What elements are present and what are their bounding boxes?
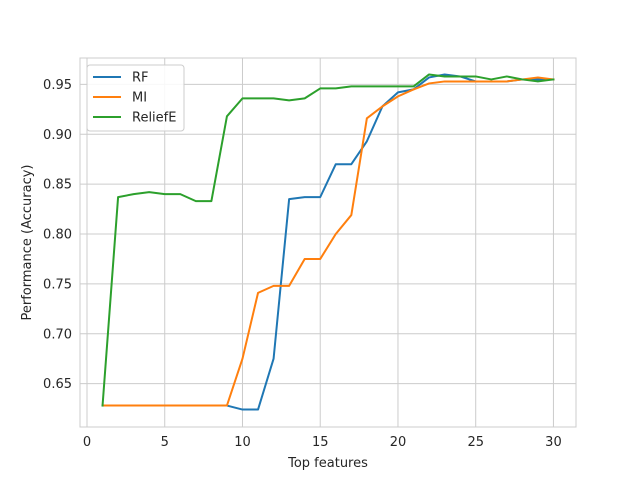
x-tick-label: 0 [83, 435, 91, 450]
y-tick-label: 0.85 [43, 178, 72, 193]
y-tick-label: 0.65 [43, 377, 72, 392]
legend-label-rf: RF [132, 71, 149, 86]
legend: RF MI ReliefE [86, 64, 185, 132]
x-axis-label: Top features [287, 456, 368, 471]
y-tick-label: 0.70 [43, 327, 72, 342]
series-line-mi [101, 76, 555, 407]
series-line-reliefe [101, 73, 555, 407]
legend-box [86, 64, 185, 132]
x-tick-label: 5 [161, 435, 169, 450]
x-tick-label: 15 [312, 435, 329, 450]
x-tick-labels: 0 5 10 15 20 25 30 [83, 435, 562, 450]
y-tick-label: 0.80 [43, 228, 72, 243]
x-tick-label: 30 [545, 435, 562, 450]
legend-label-mi: MI [132, 91, 147, 106]
plot-frame [79, 57, 577, 428]
y-tick-labels: 0.65 0.70 0.75 0.80 0.85 0.90 0.95 [43, 78, 72, 392]
x-tick-label: 20 [390, 435, 407, 450]
y-tick-label: 0.90 [43, 128, 72, 143]
y-axis-label: Performance (Accuracy) [20, 164, 35, 320]
legend-label-reliefe: ReliefE [132, 111, 176, 126]
x-tick-label: 25 [467, 435, 484, 450]
y-tick-label: 0.95 [43, 78, 72, 93]
series-lines [101, 73, 555, 411]
y-tick-label: 0.75 [43, 277, 72, 292]
x-tick-label: 10 [234, 435, 251, 450]
